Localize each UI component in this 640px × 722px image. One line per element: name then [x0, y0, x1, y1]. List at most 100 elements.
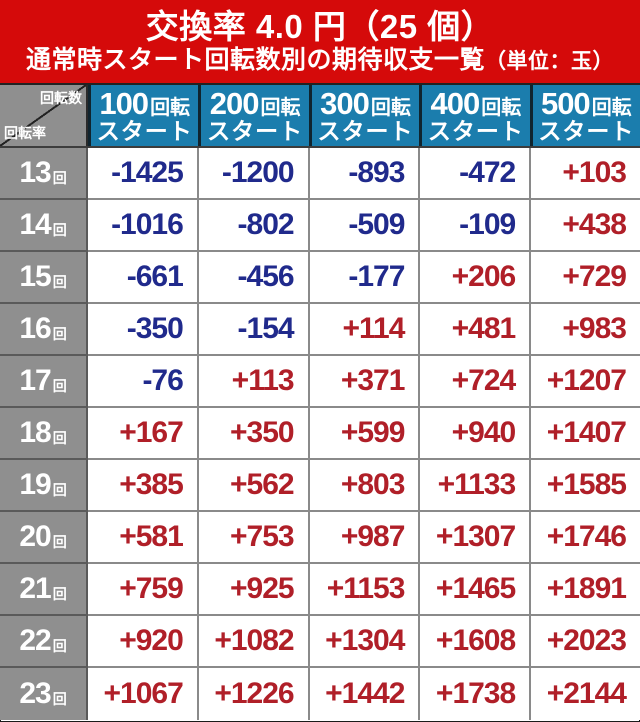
expected-value-cell: +167	[88, 408, 199, 460]
column-header: 200 回転 スタート	[198, 85, 309, 146]
row-rate-number: 14	[19, 208, 51, 241]
row-rate-number: 19	[19, 468, 51, 501]
expected-value-cell: +371	[309, 356, 421, 408]
corner-label-rate: 回転率	[4, 125, 46, 141]
column-header-line1: 500 回転	[533, 88, 640, 120]
expected-value-cell: -177	[309, 252, 421, 304]
expected-value-cell: +1738	[420, 668, 532, 720]
expected-value-cell: -154	[198, 304, 310, 356]
column-start-count: 100	[99, 85, 149, 121]
row-rate-number: 20	[19, 520, 51, 553]
expected-value-cell: -661	[88, 252, 199, 304]
expected-value-cell: +1746	[531, 512, 640, 564]
expected-value-cell: +759	[88, 564, 199, 616]
table-row: 17 回 -76 +113 +371 +724 +1207	[0, 356, 640, 408]
expected-value-cell: +1585	[531, 460, 640, 512]
expected-value-table: 回転数 回転率 100 回転 スタート 200 回転 スタート 300 回転 スタート…	[0, 85, 640, 720]
expected-value-cell: +1304	[309, 616, 421, 668]
column-start-label: スタート	[538, 117, 635, 144]
column-header: 300 回転 スタート	[308, 85, 420, 146]
expected-value-cell: +2023	[531, 616, 640, 668]
row-rate-suffix: 回	[52, 221, 67, 238]
expected-value-cell: -472	[420, 148, 532, 200]
expected-value-cell: -456	[198, 252, 310, 304]
expected-value-cell: +2144	[531, 668, 640, 720]
expected-value-cell: -109	[420, 200, 532, 252]
expected-value-cell: +206	[420, 252, 532, 304]
diagonal-line	[0, 85, 86, 146]
expected-value-cell: -76	[88, 356, 199, 408]
table-row: 21 回 +759 +925 +1153 +1465 +1891	[0, 564, 640, 616]
row-header: 23 回	[0, 668, 88, 720]
expected-value-cell: -893	[309, 148, 421, 200]
column-header-line1: 400 回転	[422, 88, 529, 120]
expected-value-cell: -1425	[88, 148, 199, 200]
expected-value-cell: +103	[531, 148, 640, 200]
expected-value-cell: +1082	[198, 616, 310, 668]
expected-value-cell: +803	[309, 460, 421, 512]
column-unit-label: 回転	[481, 96, 522, 119]
expected-value-cell: +1226	[198, 668, 310, 720]
row-rate-suffix: 回	[52, 273, 67, 290]
expected-value-cell: +581	[88, 512, 199, 564]
expected-value-cell: +562	[198, 460, 310, 512]
row-rate-suffix: 回	[52, 637, 67, 654]
expected-value-cell: +925	[198, 564, 310, 616]
row-header: 18 回	[0, 408, 88, 460]
column-unit-label: 回転	[370, 96, 411, 119]
expected-value-cell: +385	[88, 460, 199, 512]
column-start-label: スタート	[317, 117, 414, 144]
column-start-count: 400	[430, 85, 481, 121]
expected-value-cell: -350	[88, 304, 199, 356]
expected-value-cell: +753	[198, 512, 310, 564]
expected-value-cell: +1153	[309, 564, 421, 616]
expected-value-cell: +114	[309, 304, 421, 356]
column-start-count: 300	[320, 85, 370, 121]
expected-value-cell: +987	[309, 512, 421, 564]
expected-value-cell: +113	[198, 356, 310, 408]
page-title: 交換率 4.0 円（25 個）	[145, 8, 495, 46]
row-rate-suffix: 回	[52, 377, 67, 394]
expected-value-cell: +350	[198, 408, 310, 460]
column-unit-label: 回転	[150, 96, 191, 119]
column-header-line1: 200 回転	[201, 88, 308, 120]
expected-value-cell: +1067	[88, 668, 199, 720]
table-row: 23 回 +1067 +1226 +1442 +1738 +2144	[0, 668, 640, 720]
row-header: 14 回	[0, 200, 88, 252]
table-row: 14 回 -1016 -802 -509 -109 +438	[0, 200, 640, 252]
column-start-count: 200	[209, 85, 260, 121]
expected-value-cell: +1407	[531, 408, 640, 460]
row-rate-number: 17	[19, 364, 51, 397]
page-subtitle: 通常時スタート回転数別の期待収支一覧（単位：玉）	[0, 46, 640, 75]
row-rate-suffix: 回	[52, 169, 67, 186]
row-rate-suffix: 回	[52, 325, 67, 342]
expected-value-cell: +1442	[309, 668, 421, 720]
row-rate-suffix: 回	[52, 690, 67, 707]
column-header-row: 回転数 回転率 100 回転 スタート 200 回転 スタート 300 回転 スタート…	[0, 85, 640, 148]
expected-value-cell: +599	[309, 408, 421, 460]
column-unit-label: 回転	[260, 96, 301, 119]
corner-cell: 回転数 回転率	[0, 85, 88, 146]
row-header: 21 回	[0, 564, 88, 616]
expected-value-cell: +1133	[420, 460, 532, 512]
subtitle-unit: （単位：玉）	[485, 50, 614, 74]
table-row: 15 回 -661 -456 -177 +206 +729	[0, 252, 640, 304]
row-header: 16 回	[0, 304, 88, 356]
table-row: 19 回 +385 +562 +803 +1133 +1585	[0, 460, 640, 512]
row-rate-suffix: 回	[52, 429, 67, 446]
row-rate-number: 22	[19, 624, 51, 657]
expected-value-cell: -1016	[88, 200, 199, 252]
expected-value-cell: +920	[88, 616, 199, 668]
row-header: 15 回	[0, 252, 88, 304]
expected-value-cell: -802	[198, 200, 310, 252]
table-row: 13 回 -1425 -1200 -893 -472 +103	[0, 148, 640, 200]
column-unit-label: 回転	[591, 96, 632, 119]
row-header: 20 回	[0, 512, 88, 564]
expected-value-cell: -509	[309, 200, 421, 252]
expected-value-cell: +1465	[420, 564, 532, 616]
table-row: 20 回 +581 +753 +987 +1307 +1746	[0, 512, 640, 564]
column-header: 500 回転 スタート	[529, 85, 640, 146]
row-rate-number: 23	[19, 677, 51, 710]
corner-label-spins: 回転数	[40, 90, 82, 106]
